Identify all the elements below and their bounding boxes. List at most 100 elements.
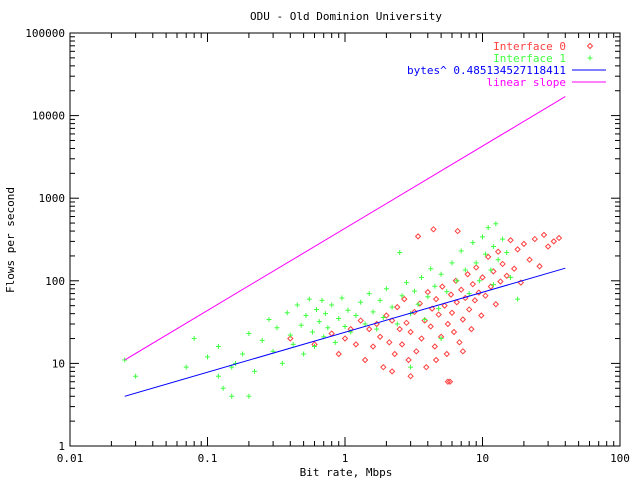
data-point-plus xyxy=(301,351,307,357)
data-point-plus xyxy=(444,289,450,295)
data-point-diamond xyxy=(366,325,373,333)
data-point-plus xyxy=(458,248,464,254)
data-point-diamond xyxy=(497,278,504,285)
data-point-diamond xyxy=(357,317,364,324)
data-point-diamond xyxy=(361,356,369,364)
y-tick-label: 1 xyxy=(58,440,65,453)
data-point-plus xyxy=(408,364,414,370)
data-point-plus xyxy=(274,325,280,331)
data-point-diamond xyxy=(471,297,479,304)
data-point-diamond xyxy=(430,226,437,233)
data-point-plus xyxy=(374,326,380,332)
data-point-plus xyxy=(266,317,272,322)
data-point-plus xyxy=(246,393,252,399)
data-point-plus xyxy=(454,278,460,284)
data-point-plus xyxy=(229,393,235,399)
data-point-diamond xyxy=(414,233,422,240)
data-point-diamond xyxy=(484,253,492,261)
data-point-diamond xyxy=(376,333,384,340)
y-tick-label: 10 xyxy=(52,357,65,370)
data-point-plus xyxy=(394,321,400,327)
data-point-plus xyxy=(358,299,364,305)
data-point-diamond xyxy=(432,295,440,303)
x-tick-label: 100 xyxy=(610,452,630,465)
x-tick-label: 10 xyxy=(476,452,489,465)
data-point-plus xyxy=(504,250,510,256)
data-point-diamond xyxy=(341,335,349,342)
data-point-diamond xyxy=(465,306,473,313)
data-point-plus xyxy=(303,313,309,319)
data-point-diamond xyxy=(478,312,485,319)
x-tick-label: 1 xyxy=(342,452,349,465)
data-point-diamond xyxy=(441,302,448,309)
data-point-diamond xyxy=(398,341,406,348)
data-point-diamond xyxy=(424,288,431,296)
data-point-diamond xyxy=(391,350,398,358)
data-point-plus xyxy=(377,297,383,303)
data-point-plus xyxy=(470,240,476,246)
data-point-diamond xyxy=(514,246,521,253)
data-point-plus xyxy=(133,373,139,379)
data-point-plus xyxy=(284,310,290,316)
data-point-diamond xyxy=(388,368,396,375)
data-point-plus xyxy=(336,315,342,321)
series-2 xyxy=(122,221,521,399)
data-point-plus xyxy=(411,288,417,294)
data-point-plus xyxy=(482,251,488,257)
data-point-diamond xyxy=(469,280,477,288)
data-point-plus xyxy=(500,236,506,242)
data-point-plus xyxy=(403,280,409,286)
data-point-diamond xyxy=(479,274,486,281)
data-point-diamond xyxy=(453,299,460,306)
data-point-plus xyxy=(485,225,491,231)
data-point-plus xyxy=(294,302,300,308)
x-tick-label: 0.01 xyxy=(57,452,84,465)
data-point-plus xyxy=(329,302,335,308)
data-point-diamond xyxy=(494,248,502,255)
data-point-diamond xyxy=(507,237,514,244)
data-point-diamond xyxy=(383,312,390,319)
data-point-plus xyxy=(339,295,345,301)
data-point-diamond xyxy=(403,319,410,327)
data-point-diamond xyxy=(380,363,387,371)
data-point-diamond xyxy=(555,234,563,242)
data-point-plus xyxy=(449,260,455,266)
data-point-diamond xyxy=(423,363,430,371)
data-point-plus xyxy=(309,329,315,335)
axis-ticks: 0.01 0.1 1 10 100 1 10 100 1000 10000 100000 xyxy=(25,27,630,465)
data-point-plus xyxy=(383,286,389,292)
data-point-plus xyxy=(287,332,293,338)
x-axis-label: Bit rate, Mbps xyxy=(300,466,393,479)
data-point-diamond xyxy=(456,339,463,346)
data-point-plus xyxy=(462,267,468,273)
data-point-diamond xyxy=(401,295,408,303)
data-point-diamond xyxy=(454,227,461,235)
data-point-plus xyxy=(425,294,431,300)
data-point-diamond xyxy=(540,231,548,239)
data-point-plus xyxy=(438,336,444,342)
series-1 xyxy=(287,226,563,385)
data-point-plus xyxy=(316,319,322,325)
data-point-diamond xyxy=(503,272,510,279)
series-3 xyxy=(124,267,566,397)
data-point-diamond xyxy=(550,238,558,245)
data-point-diamond xyxy=(444,320,452,328)
y-tick-label: 10000 xyxy=(32,110,65,123)
data-point-diamond xyxy=(439,283,446,290)
data-point-diamond xyxy=(482,292,489,299)
y-tick-label: 1000 xyxy=(39,192,66,205)
data-point-plus xyxy=(313,306,319,312)
data-point-diamond xyxy=(335,350,342,358)
series-line xyxy=(124,96,566,361)
data-point-diamond xyxy=(431,343,439,350)
data-point-plus xyxy=(432,283,438,289)
legend-marker-plus xyxy=(587,55,593,61)
data-point-diamond xyxy=(435,311,442,318)
data-point-plus xyxy=(495,257,501,263)
legend-label: linear slope xyxy=(487,76,566,89)
data-point-diamond xyxy=(499,260,506,268)
data-point-diamond xyxy=(452,277,460,285)
data-point-diamond xyxy=(287,335,294,342)
data-point-diamond xyxy=(459,316,467,323)
data-point-diamond xyxy=(459,348,467,355)
